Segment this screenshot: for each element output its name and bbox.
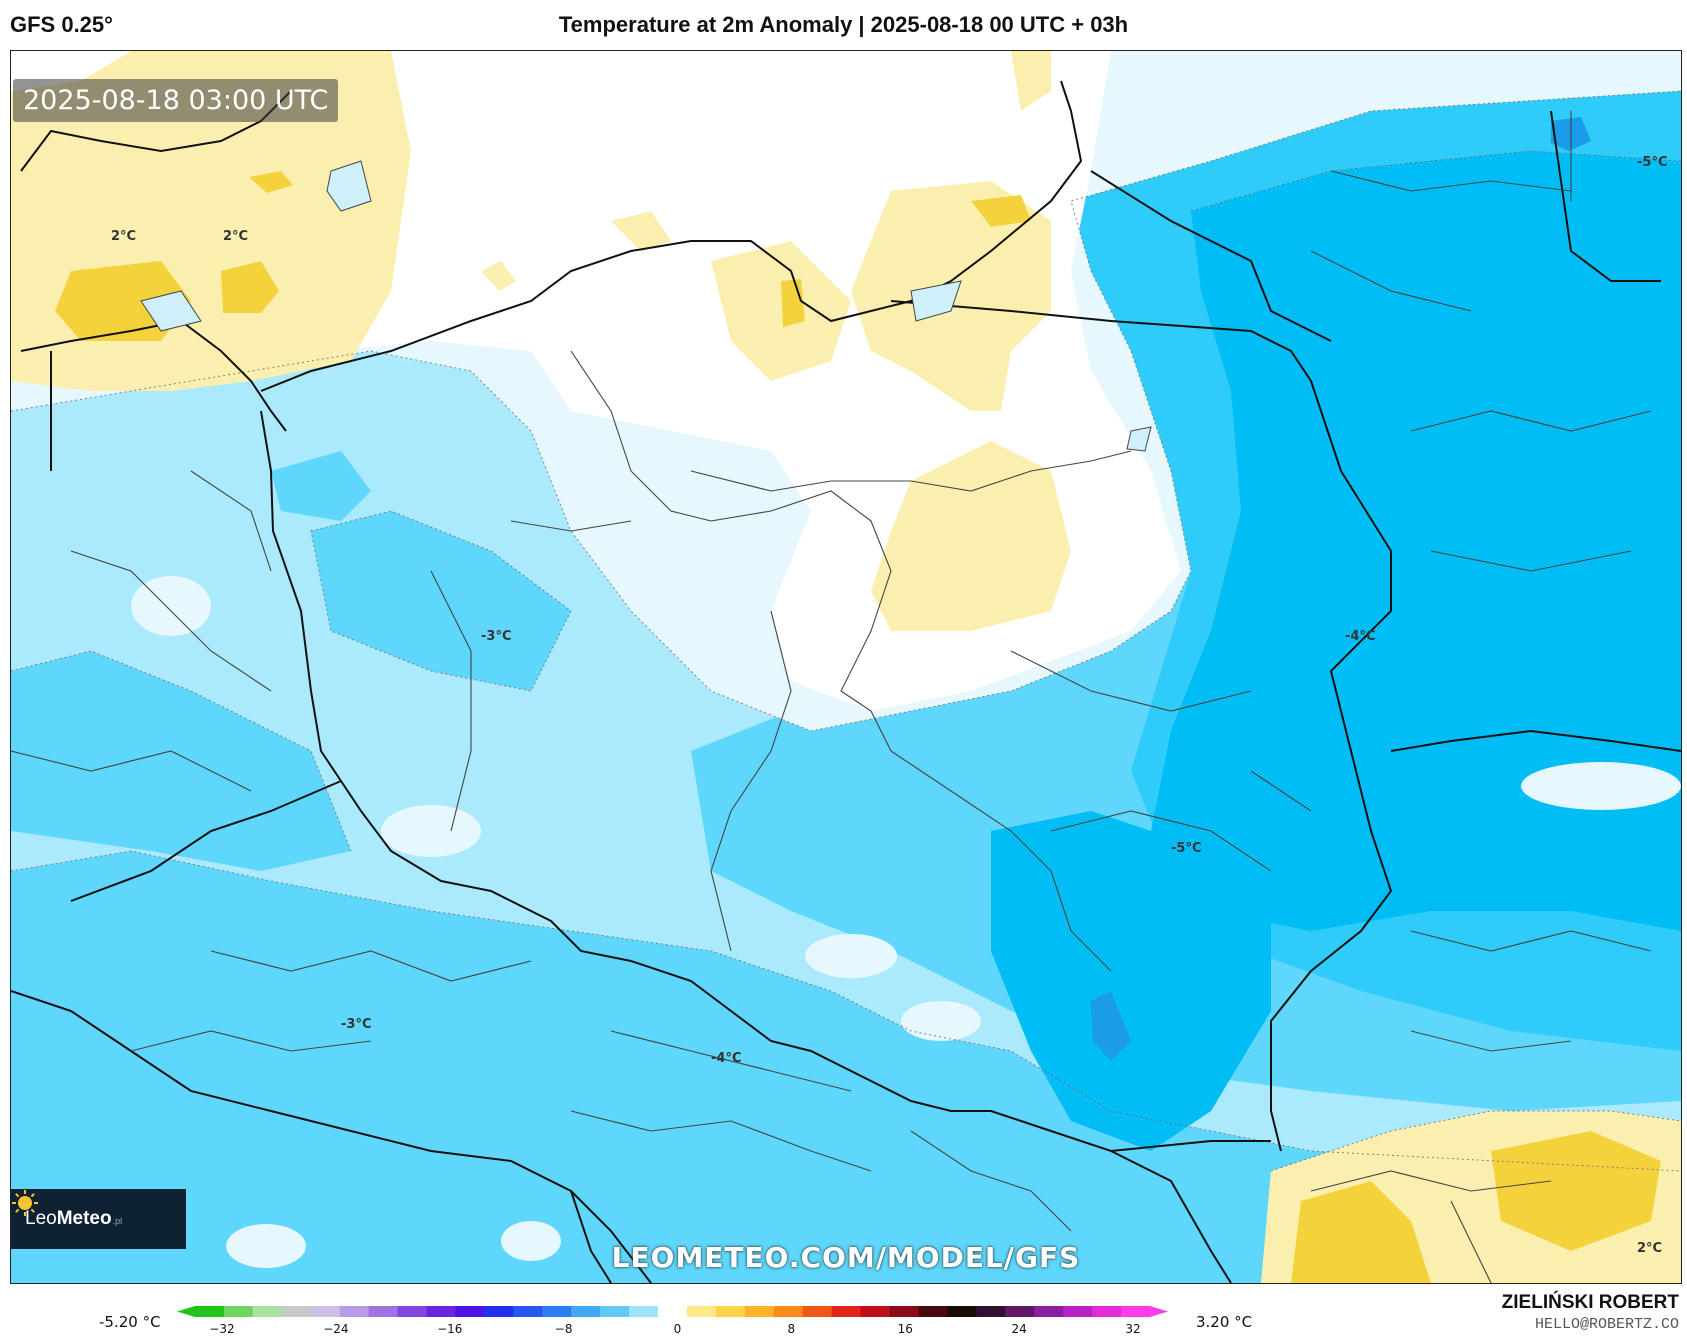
colorbar-segment bbox=[744, 1306, 775, 1317]
contour-label: -4°C bbox=[711, 1051, 742, 1066]
colorbar-tick-label: 16 bbox=[898, 1322, 913, 1336]
colorbar-segment bbox=[686, 1306, 717, 1317]
field-cool-deep-core bbox=[1151, 151, 1681, 931]
colorbar-min-label: -5.20 °C bbox=[99, 1313, 161, 1331]
colorbar-segment bbox=[918, 1306, 949, 1317]
colorbar-segment bbox=[715, 1306, 746, 1317]
field-cool-darkest bbox=[1091, 991, 1131, 1061]
field-warm-gdansk bbox=[711, 241, 851, 381]
colorbar-segment bbox=[947, 1306, 977, 1317]
colorbar-segment bbox=[571, 1306, 601, 1317]
contour-label: -3°C bbox=[341, 1017, 372, 1032]
field-warm-central bbox=[871, 441, 1071, 631]
country-borders bbox=[11, 110, 1681, 1283]
lakes bbox=[140, 160, 1152, 452]
colorbar-tick-label: 0 bbox=[674, 1322, 682, 1336]
colorbar-tick-label: −8 bbox=[555, 1322, 573, 1336]
colorbar-segment bbox=[542, 1306, 572, 1317]
colorbar-segment bbox=[831, 1306, 862, 1317]
colorbar-tick-label: 32 bbox=[1125, 1322, 1140, 1336]
admin-borders bbox=[11, 111, 1652, 1283]
colorbar-segment bbox=[513, 1306, 543, 1317]
field-cool-west-c bbox=[271, 451, 371, 521]
logo-wordmark: LeoMeteo.pl bbox=[25, 1208, 123, 1229]
field-pale-pocket-d bbox=[1521, 762, 1681, 810]
field-cool-deep-south bbox=[991, 811, 1271, 1151]
map-panel: 2025-08-18 03:00 UTC 2°C 2°C -3°C -4°C -… bbox=[10, 50, 1682, 1284]
colorbar-segment bbox=[368, 1306, 399, 1317]
colorbar-segment bbox=[1092, 1306, 1122, 1317]
field-cool-west-b bbox=[311, 511, 571, 691]
colorbar-max-label: 3.20 °C bbox=[1196, 1313, 1253, 1331]
contour-label: 2°C bbox=[1637, 1241, 1663, 1256]
field-warm-se-core bbox=[1291, 1181, 1431, 1283]
colorbar-segment bbox=[223, 1306, 254, 1317]
colorbar-segment bbox=[455, 1306, 485, 1317]
contour-lines bbox=[11, 90, 1681, 1172]
field-warm-west-core2 bbox=[221, 261, 279, 313]
colorbar-tick-label: 24 bbox=[1011, 1322, 1026, 1336]
colorbar-segment bbox=[658, 1306, 688, 1317]
colorbar-segment bbox=[1063, 1306, 1093, 1317]
colorbar-segment bbox=[281, 1306, 312, 1317]
watermark-url: LEOMETEO.COM/MODEL/GFS bbox=[611, 1241, 1081, 1274]
field-warm-gdansk-core bbox=[781, 279, 805, 327]
colorbar-arrow-left bbox=[177, 1306, 195, 1317]
field-warm-north-strip bbox=[1011, 51, 1051, 111]
field-cool-west-a bbox=[11, 651, 351, 871]
header-model: GFS 0.25° bbox=[10, 12, 113, 37]
colorbar-segment bbox=[195, 1306, 225, 1317]
colorbar-segment bbox=[1034, 1306, 1064, 1317]
colorbar-segment bbox=[976, 1306, 1006, 1317]
colorbar-segment bbox=[600, 1306, 630, 1317]
field-pale-pocket-e bbox=[226, 1224, 306, 1268]
colorbar-segment bbox=[397, 1306, 428, 1317]
field-warm-prussia-core bbox=[971, 195, 1031, 227]
colorbar-segment bbox=[802, 1306, 833, 1317]
contour-label: 2°C bbox=[111, 229, 137, 244]
contour-label: -5°C bbox=[1637, 155, 1668, 170]
colorbar-tick-label: −32 bbox=[209, 1322, 234, 1336]
colorbar-segment bbox=[426, 1306, 457, 1317]
colorbar-tick-label: 8 bbox=[788, 1322, 796, 1336]
field-pale-pocket-b bbox=[805, 934, 897, 978]
colorbar-arrow-right bbox=[1150, 1306, 1168, 1317]
colorbar-segment bbox=[860, 1306, 891, 1317]
colorbar-segment bbox=[252, 1306, 283, 1317]
field-pale-pocket-a bbox=[131, 576, 211, 636]
field-pale-pocket-f bbox=[501, 1221, 561, 1261]
field-warm-west-core3 bbox=[249, 171, 293, 193]
colorbar-segment bbox=[310, 1306, 341, 1317]
author-email[interactable]: HELLO@ROBERTZ.CO bbox=[1534, 1316, 1679, 1333]
contour-label: -3°C bbox=[481, 629, 512, 644]
field-pale-pocket-g bbox=[381, 805, 481, 857]
colorbar-segment bbox=[629, 1306, 659, 1317]
field-warm-se-core2 bbox=[1491, 1131, 1661, 1251]
field-warm-small-b bbox=[481, 261, 516, 291]
field-cool-south bbox=[11, 851, 1681, 1283]
colorbar-segment bbox=[773, 1306, 804, 1317]
field-pale-pocket-c bbox=[901, 1001, 981, 1041]
colorbar-segment bbox=[1121, 1306, 1151, 1317]
author-name: ZIELIŃSKI ROBERT bbox=[1501, 1292, 1679, 1313]
contour-label: 2°C bbox=[223, 229, 249, 244]
contour-label: -4°C bbox=[1345, 629, 1376, 644]
colorbar-tick-label: −16 bbox=[437, 1322, 462, 1336]
contour-label: -5°C bbox=[1171, 841, 1202, 856]
anomaly-map bbox=[11, 51, 1681, 1283]
valid-time-badge: 2025-08-18 03:00 UTC bbox=[13, 79, 339, 122]
sun-icon bbox=[12, 1190, 38, 1216]
leometeo-logo[interactable]: LeoMeteo.pl bbox=[11, 1189, 186, 1249]
colorbar: -5.20 °C −32 −24 −16 −8 0 8 16 24 32 3.20 °C bbox=[0, 1300, 1687, 1338]
colorbar-segment bbox=[339, 1306, 370, 1317]
chart-title: Temperature at 2m Anomaly | 2025-08-18 0… bbox=[558, 12, 1129, 37]
colorbar-segment bbox=[484, 1306, 514, 1317]
colorbar-segment bbox=[1005, 1306, 1035, 1317]
field-warm-small-a bbox=[611, 211, 671, 251]
colorbar-segment bbox=[889, 1306, 920, 1317]
colorbar-tick-label: −24 bbox=[323, 1322, 348, 1336]
colorbar-scale: −32 −24 −16 −8 0 8 16 24 32 bbox=[177, 1306, 1168, 1336]
